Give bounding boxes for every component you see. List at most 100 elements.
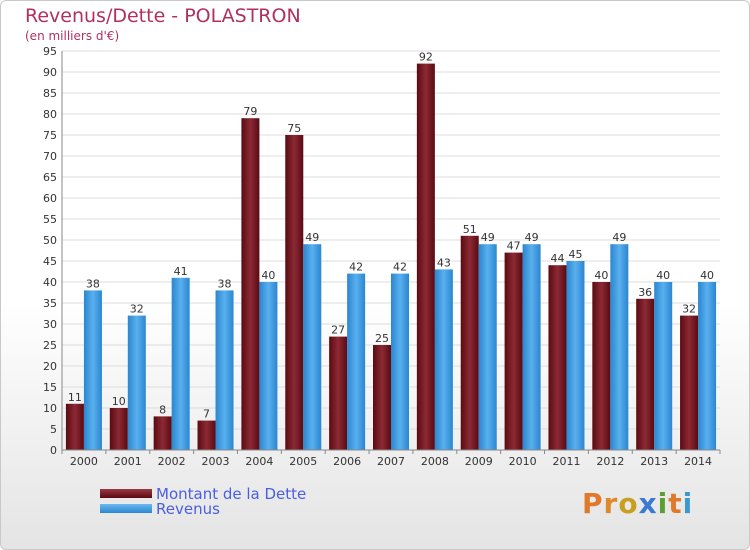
y-tick-label: 90 xyxy=(43,66,57,79)
data-label-revenue: 49 xyxy=(612,231,626,244)
x-tick-label: 2004 xyxy=(245,455,273,468)
bar-debt xyxy=(636,298,655,450)
data-label-revenue: 45 xyxy=(568,248,582,261)
bar-debt xyxy=(329,336,348,450)
x-tick-label: 2009 xyxy=(465,455,493,468)
y-tick-label: 10 xyxy=(43,402,57,415)
data-label-revenue: 41 xyxy=(174,265,188,278)
y-tick-label: 45 xyxy=(43,255,57,268)
bar-debt xyxy=(416,63,435,450)
bar-revenue xyxy=(391,273,409,450)
x-tick-label: 2005 xyxy=(289,455,317,468)
legend-swatch-debt xyxy=(100,489,152,498)
x-tick-label: 2000 xyxy=(70,455,98,468)
x-tick-label: 2010 xyxy=(509,455,537,468)
bar-revenue xyxy=(566,261,585,450)
y-tick-label: 20 xyxy=(43,360,57,373)
bar-debt xyxy=(65,403,84,450)
bar-debt xyxy=(109,408,128,450)
legend-label-revenue: Revenus xyxy=(156,500,220,518)
bar-revenue xyxy=(127,315,146,450)
logo-letter: P xyxy=(582,487,604,520)
x-tick-label: 2001 xyxy=(114,455,142,468)
data-label-debt: 32 xyxy=(682,303,696,316)
data-label-revenue: 40 xyxy=(261,269,275,282)
data-label-revenue: 49 xyxy=(525,231,539,244)
data-label-debt: 36 xyxy=(638,286,652,299)
data-label-revenue: 32 xyxy=(130,303,144,316)
x-tick-label: 2011 xyxy=(552,455,580,468)
logo-letter: t xyxy=(668,487,683,520)
bar-revenue xyxy=(654,282,673,450)
bar-revenue xyxy=(478,244,497,450)
bar-debt xyxy=(285,135,304,450)
bar-revenue xyxy=(610,244,629,450)
y-tick-label: 55 xyxy=(43,213,57,226)
bar-debt xyxy=(504,252,523,450)
data-label-revenue: 42 xyxy=(349,261,363,274)
x-tick-label: 2002 xyxy=(158,455,186,468)
proxiti-logo: Proxiti xyxy=(582,487,693,520)
data-label-revenue: 49 xyxy=(481,231,495,244)
bars: 11 38 10 32 8 41 7 38 79 40 75 49 27 42 25 42 92 43 51 49 47… xyxy=(65,51,717,450)
data-label-debt: 92 xyxy=(419,51,433,64)
x-tick-label: 2014 xyxy=(684,455,712,468)
bar-debt xyxy=(153,416,172,450)
bar-debt xyxy=(197,420,216,450)
y-tick-label: 60 xyxy=(43,192,57,205)
bar-debt xyxy=(592,282,611,450)
logo-letter: i xyxy=(682,487,694,520)
data-label-debt: 40 xyxy=(594,269,608,282)
bar-debt xyxy=(460,235,479,450)
bar-debt xyxy=(373,345,391,450)
y-axis: 0 5 10 15 20 25 30 35 40 45 50 55 60 65 70 75 80 85 90 95 xyxy=(43,45,63,457)
bar-debt xyxy=(680,315,699,450)
data-label-debt: 75 xyxy=(287,122,301,135)
legend-label-debt: Montant de la Dette xyxy=(156,485,307,503)
data-label-revenue: 49 xyxy=(305,231,319,244)
data-label-debt: 51 xyxy=(463,223,477,236)
bar-revenue xyxy=(215,290,234,450)
data-label-debt: 47 xyxy=(507,240,521,253)
y-tick-label: 40 xyxy=(43,276,57,289)
y-tick-label: 25 xyxy=(43,339,57,352)
y-tick-label: 65 xyxy=(43,171,57,184)
data-label-debt: 10 xyxy=(112,395,126,408)
data-label-revenue: 40 xyxy=(656,269,670,282)
y-tick-label: 30 xyxy=(43,318,57,331)
x-tick-label: 2007 xyxy=(377,455,405,468)
data-label-debt: 79 xyxy=(243,105,257,118)
y-tick-label: 80 xyxy=(43,108,57,121)
chart-title: Revenus/Dette - POLASTRON xyxy=(25,5,301,27)
bar-revenue xyxy=(83,290,102,450)
chart-subtitle: (en milliers d'€) xyxy=(25,29,120,43)
x-tick-label: 2003 xyxy=(202,455,230,468)
bar-revenue xyxy=(522,244,541,450)
x-tick-label: 2006 xyxy=(333,455,361,468)
data-label-debt: 8 xyxy=(159,403,166,416)
data-label-debt: 44 xyxy=(550,252,564,265)
y-tick-label: 95 xyxy=(43,45,57,58)
data-label-debt: 11 xyxy=(68,391,82,404)
bar-revenue xyxy=(303,244,322,450)
bar-revenue xyxy=(259,282,278,450)
bar-debt xyxy=(548,265,567,450)
data-label-debt: 27 xyxy=(331,324,345,337)
y-tick-label: 75 xyxy=(43,129,57,142)
data-label-revenue: 38 xyxy=(86,277,100,290)
bar-revenue xyxy=(434,269,453,450)
bar-revenue xyxy=(347,273,366,450)
x-axis: 2000 2001 2002 2003 2004 2005 2006 2007 2008 2009… xyxy=(61,449,721,468)
data-label-debt: 7 xyxy=(203,408,210,421)
y-tick-label: 35 xyxy=(43,297,57,310)
data-label-revenue: 40 xyxy=(700,269,714,282)
data-label-revenue: 38 xyxy=(218,277,232,290)
x-tick-label: 2008 xyxy=(421,455,449,468)
x-tick-label: 2013 xyxy=(640,455,668,468)
bar-revenue xyxy=(698,282,717,450)
y-tick-label: 5 xyxy=(50,423,57,436)
y-tick-label: 0 xyxy=(50,444,57,457)
logo-letter: i xyxy=(657,487,669,520)
y-tick-label: 70 xyxy=(43,150,57,163)
